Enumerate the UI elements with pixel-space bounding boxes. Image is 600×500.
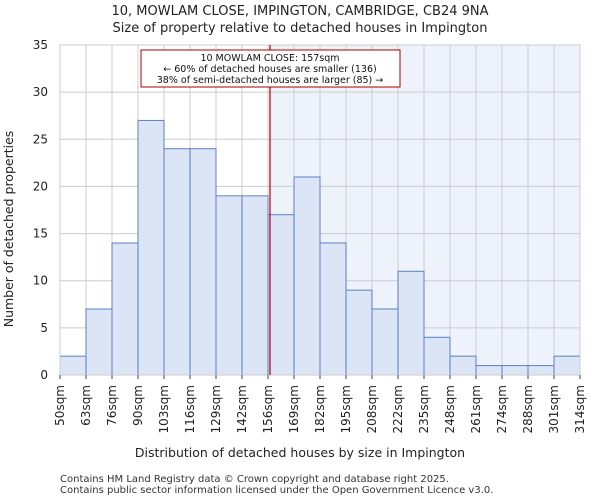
x-tick-label: 248sqm	[443, 385, 457, 433]
annotation-line-1: 10 MOWLAM CLOSE: 157sqm	[200, 53, 339, 64]
bars	[59, 119, 581, 376]
bar	[423, 336, 451, 376]
x-tick-label: 208sqm	[365, 385, 379, 433]
y-tick-label: 15	[33, 227, 48, 241]
annotation-line-2: ← 60% of detached houses are smaller (13…	[163, 64, 376, 75]
x-tick-label: 195sqm	[339, 385, 353, 433]
bar	[345, 289, 373, 376]
bar	[501, 365, 529, 376]
y-tick-label: 30	[33, 85, 48, 99]
bar	[449, 355, 477, 376]
bar	[59, 355, 87, 376]
bar	[293, 176, 321, 376]
x-axis-label: Distribution of detached houses by size …	[135, 445, 465, 460]
x-tick-label: 142sqm	[235, 385, 249, 433]
y-tick-label: 25	[33, 132, 48, 146]
bar	[527, 365, 555, 376]
footer-line-2: Contains public sector information licen…	[60, 485, 493, 496]
bar	[397, 270, 425, 376]
x-tick-label: 182sqm	[313, 385, 327, 433]
x-tick-label: 261sqm	[469, 385, 483, 433]
x-tick-label: 288sqm	[521, 385, 535, 433]
bar	[475, 365, 503, 376]
y-axis-label: Number of detached properties	[1, 131, 16, 328]
y-axis-ticks: 0 5 10 15 20 25 30 35	[33, 38, 48, 382]
y-tick-label: 20	[33, 179, 48, 193]
y-tick-label: 10	[33, 274, 48, 288]
x-tick-label: 274sqm	[495, 385, 509, 433]
bar	[553, 355, 581, 376]
annotation-box: 10 MOWLAM CLOSE: 157sqm ← 60% of detache…	[140, 49, 401, 88]
chart-subtitle: Size of property relative to detached ho…	[113, 21, 488, 36]
x-tick-label: 76sqm	[105, 385, 119, 426]
bar	[241, 195, 269, 376]
bar	[267, 214, 295, 376]
bar	[111, 242, 139, 376]
x-tick-label: 116sqm	[183, 385, 197, 433]
bar	[215, 195, 243, 376]
x-axis-ticks: 50sqm 63sqm 76sqm 90sqm 103sqm 116sqm 129sqm 14…	[53, 375, 587, 433]
bar	[163, 148, 191, 376]
x-tick-label: 314sqm	[573, 385, 587, 433]
x-tick-label: 90sqm	[131, 385, 145, 426]
x-tick-label: 235sqm	[417, 385, 431, 433]
x-tick-label: 156sqm	[261, 385, 275, 433]
bar	[137, 119, 165, 376]
x-tick-label: 169sqm	[287, 385, 301, 433]
x-tick-label: 50sqm	[53, 385, 67, 426]
annotation-frame	[140, 49, 401, 88]
bar	[319, 242, 347, 376]
bar	[371, 308, 399, 376]
x-tick-label: 222sqm	[391, 385, 405, 433]
bar	[85, 308, 113, 376]
bar	[189, 148, 217, 376]
x-tick-label: 301sqm	[547, 385, 561, 433]
chart-title: 10, MOWLAM CLOSE, IMPINGTON, CAMBRIDGE, …	[111, 4, 488, 19]
annotation-line-3: 38% of semi-detached houses are larger (…	[157, 75, 384, 86]
y-tick-label: 35	[33, 38, 48, 52]
footer-line-1: Contains HM Land Registry data © Crown c…	[60, 474, 449, 485]
y-tick-label: 0	[40, 368, 48, 382]
y-tick-label: 5	[40, 321, 48, 335]
x-tick-label: 63sqm	[79, 385, 93, 426]
x-tick-label: 129sqm	[209, 385, 223, 433]
x-tick-label: 103sqm	[157, 385, 171, 433]
